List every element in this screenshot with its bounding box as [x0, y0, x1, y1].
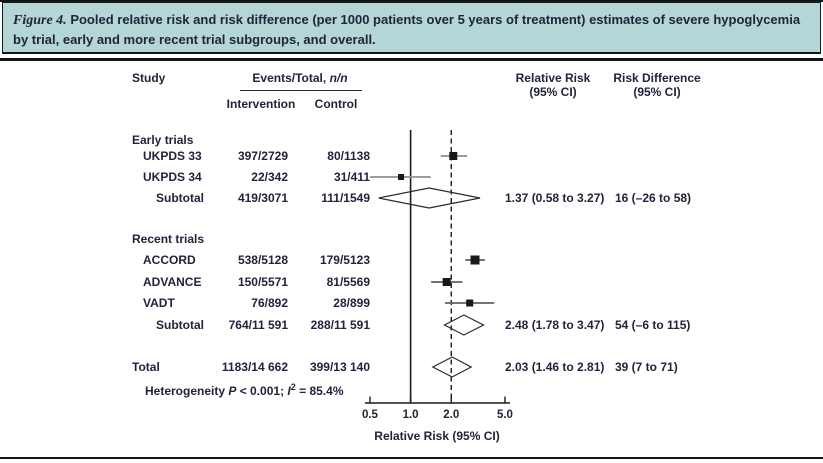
risk-difference-value: 54 (–6 to 115) — [615, 318, 691, 332]
events-total-underline — [240, 90, 362, 91]
forest-square-ukpds-34 — [398, 174, 405, 180]
forest-square-accord — [470, 255, 480, 265]
het-suffix: = 85.4% — [295, 384, 344, 398]
intervention-value: 764/11 591 — [228, 318, 288, 332]
control-value: 111/1549 — [321, 191, 370, 205]
control-value: 399/13 140 — [309, 360, 370, 374]
header-divider-rule — [0, 58, 823, 61]
axis-tick-label: 5.0 — [497, 409, 513, 421]
row-label-recent-trials: Recent trials — [132, 232, 205, 246]
intervention-value: 419/3071 — [237, 191, 288, 205]
row-label-ukpds-33: UKPDS 33 — [143, 149, 202, 163]
events-total-n: n/n — [329, 71, 348, 85]
intervention-value: 22/342 — [251, 170, 288, 184]
control-value: 179/5123 — [319, 253, 370, 267]
figure-caption: Figure 4. Pooled relative risk and risk … — [2, 2, 821, 54]
axis-label: Relative Risk (95% CI) — [374, 429, 500, 443]
row-label-accord: ACCORD — [143, 253, 196, 267]
column-header-risk-difference: Risk Difference — [613, 71, 701, 85]
control-value: 80/1138 — [327, 149, 370, 163]
column-header-events-total: Events/Total, n/n — [252, 70, 347, 86]
axis-tick-label: 1.0 — [403, 409, 419, 421]
row-label-total: Total — [132, 360, 160, 374]
relative-risk-value: 1.37 (0.58 to 3.27) — [505, 191, 605, 205]
control-value: 288/11 591 — [310, 318, 370, 332]
forest-diamond-subtotal-3 — [378, 187, 481, 209]
relative-risk-value: 2.03 (1.46 to 2.81) — [505, 360, 605, 374]
column-header-relative-risk-ci: (95% CI) — [529, 85, 577, 99]
control-value: 31/411 — [333, 170, 370, 184]
top-rule — [0, 0, 823, 2]
row-label-advance: ADVANCE — [143, 275, 202, 289]
column-header-study: Study — [132, 71, 166, 85]
row-label-subtotal: Subtotal — [156, 191, 204, 205]
control-value: 28/899 — [333, 296, 370, 310]
forest-square-advance — [442, 278, 451, 286]
events-total-prefix: Events/Total, — [252, 71, 330, 85]
forest-diamond-total-9 — [431, 356, 473, 378]
row-label-early-trials: Early trials — [132, 133, 194, 147]
heterogeneity-note: Heterogeneity P < 0.001; I2 = 85.4% — [145, 379, 343, 399]
intervention-value: 76/892 — [251, 296, 288, 310]
risk-difference-value: 39 (7 to 71) — [615, 360, 678, 374]
axis-tick-label: 0.5 — [362, 409, 379, 421]
column-header-intervention: Intervention — [226, 97, 296, 111]
het-i: I — [287, 384, 291, 398]
column-header-risk-difference-ci: (95% CI) — [633, 85, 681, 99]
row-label-vadt: VADT — [143, 296, 175, 310]
control-value: 81/5569 — [326, 275, 370, 289]
figure-label: Figure 4. — [13, 13, 67, 28]
intervention-value: 1183/14 662 — [221, 360, 288, 374]
column-header-control: Control — [314, 97, 358, 111]
relative-risk-value: 2.48 (1.78 to 3.47) — [505, 318, 605, 332]
axis-tick-label: 2.0 — [443, 409, 459, 421]
intervention-value: 397/2729 — [237, 149, 288, 163]
column-header-relative-risk: Relative Risk — [515, 71, 591, 85]
het-mid: < 0.001; — [236, 384, 288, 398]
forest-square-vadt — [466, 299, 474, 307]
bottom-rule — [0, 457, 823, 459]
intervention-value: 538/5128 — [237, 253, 288, 267]
het-sup: 2 — [290, 382, 296, 392]
het-p: P — [228, 384, 237, 398]
risk-difference-value: 16 (–26 to 58) — [615, 191, 692, 205]
het-prefix: Heterogeneity — [145, 384, 229, 398]
forest-diamond-subtotal-8 — [443, 314, 485, 336]
intervention-value: 150/5571 — [237, 275, 288, 289]
figure-caption-text: Pooled relative risk and risk difference… — [13, 12, 801, 47]
row-label-ukpds-34: UKPDS 34 — [143, 170, 202, 184]
forest-square-ukpds-33 — [449, 152, 458, 160]
row-label-subtotal: Subtotal — [156, 318, 204, 332]
